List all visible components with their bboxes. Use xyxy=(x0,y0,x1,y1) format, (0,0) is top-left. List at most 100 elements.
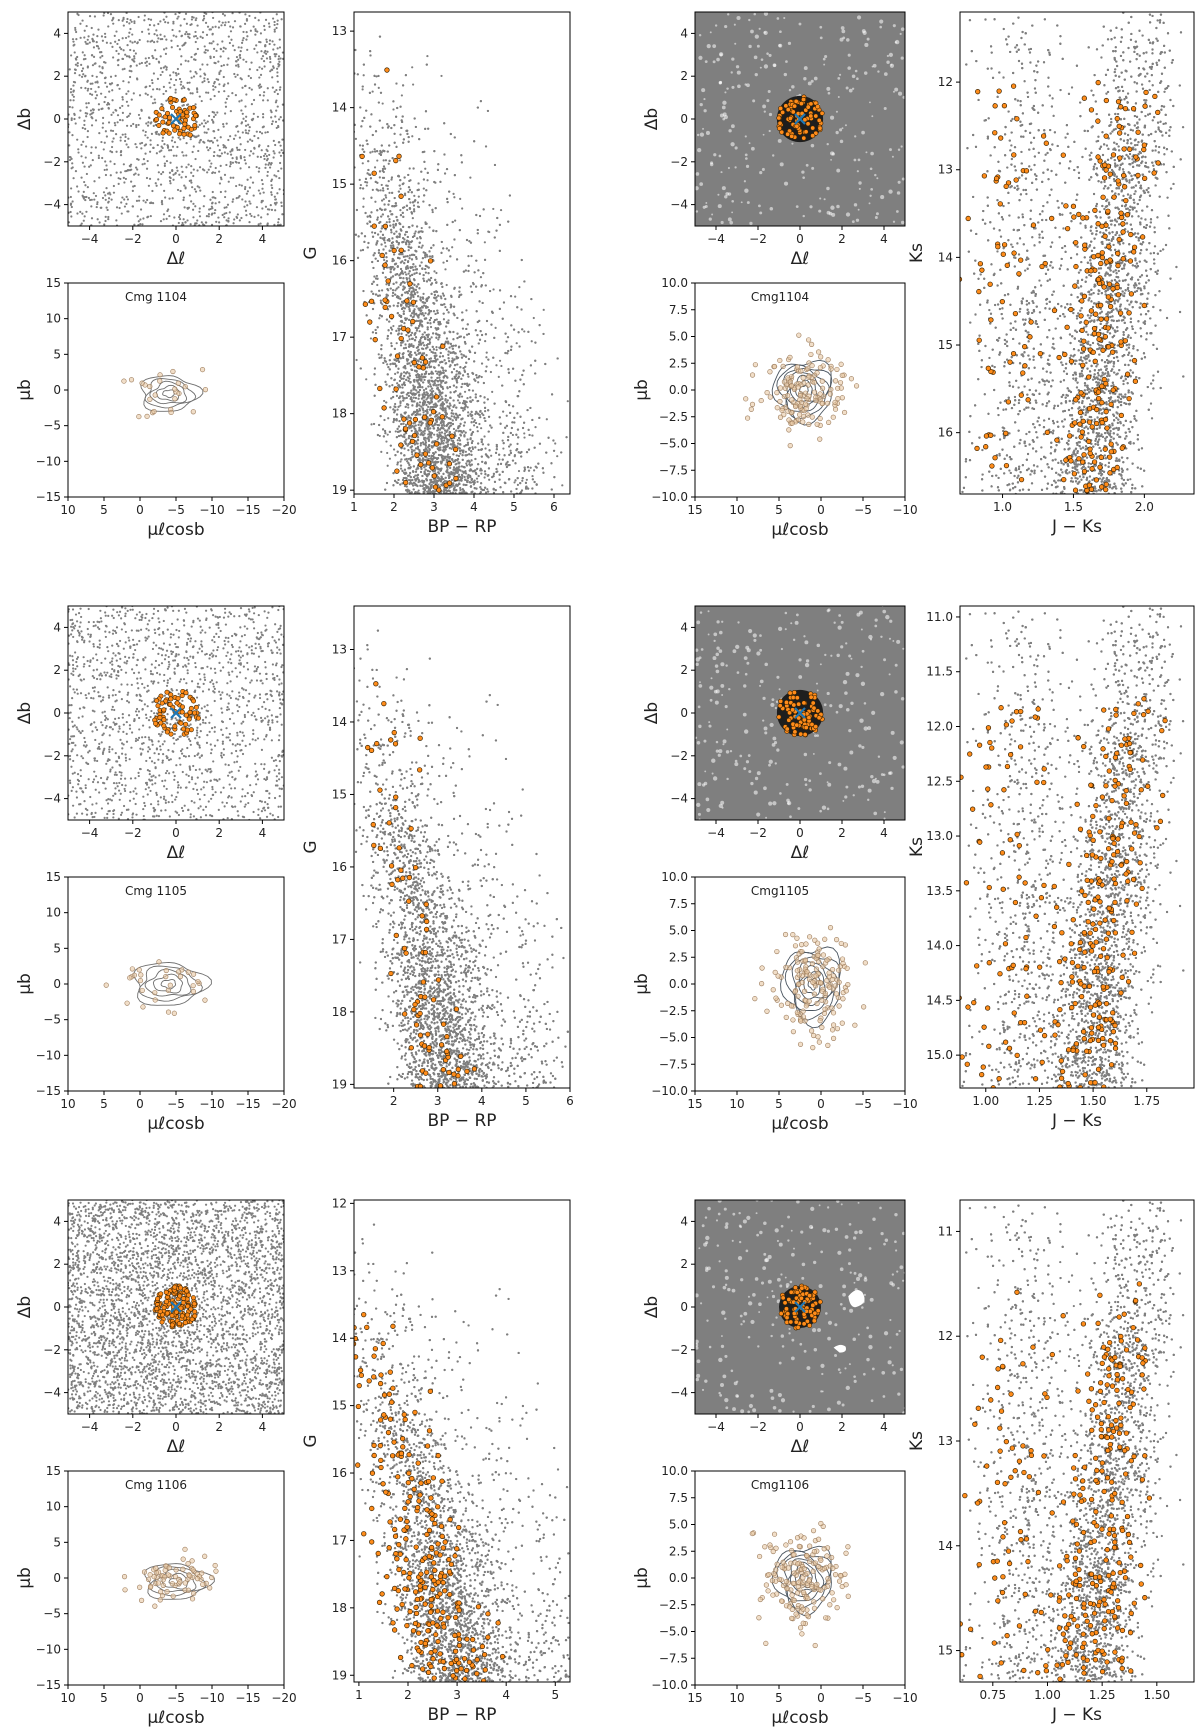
field-star xyxy=(101,122,105,125)
field-star xyxy=(117,58,120,61)
field-star xyxy=(87,35,90,38)
field-star xyxy=(180,176,183,179)
field-star xyxy=(245,214,248,217)
field-star xyxy=(142,217,145,220)
field-star xyxy=(452,192,455,196)
field-star xyxy=(141,30,144,33)
field-star xyxy=(264,152,267,156)
field-star xyxy=(121,196,124,199)
field-star xyxy=(176,145,179,149)
field-star xyxy=(371,188,374,191)
field-star xyxy=(501,439,504,442)
field-star xyxy=(137,123,140,127)
field-star xyxy=(498,458,501,461)
field-star xyxy=(255,44,258,47)
field-star xyxy=(137,223,140,226)
field-star xyxy=(83,215,86,218)
field-star xyxy=(235,157,238,161)
field-star xyxy=(245,192,248,195)
field-star xyxy=(258,130,262,134)
field-star xyxy=(171,169,174,172)
field-star xyxy=(245,19,249,22)
field-star xyxy=(77,13,80,17)
field-star xyxy=(180,223,184,226)
field-star xyxy=(165,217,168,220)
field-star xyxy=(255,206,259,209)
field-star xyxy=(376,283,379,287)
field-star xyxy=(94,119,98,122)
field-star xyxy=(261,55,265,58)
field-star xyxy=(424,256,427,259)
member-star xyxy=(170,104,176,110)
field-star xyxy=(468,383,471,386)
field-star xyxy=(101,196,105,200)
field-star xyxy=(398,184,401,187)
field-star xyxy=(387,179,390,183)
field-star xyxy=(403,371,406,374)
member-star xyxy=(128,377,135,383)
field-star xyxy=(221,21,224,24)
field-star xyxy=(190,18,194,21)
field-star xyxy=(485,365,488,368)
field-star xyxy=(234,94,237,97)
field-star xyxy=(258,86,261,89)
field-star xyxy=(235,64,238,67)
field-star xyxy=(160,172,163,176)
field-star xyxy=(223,14,226,17)
field-star xyxy=(243,156,246,159)
field-star xyxy=(419,433,422,436)
field-star xyxy=(168,81,171,84)
field-star xyxy=(96,45,100,48)
field-star xyxy=(471,399,474,402)
field-star xyxy=(82,219,85,222)
field-star xyxy=(253,134,256,138)
field-star xyxy=(125,202,128,205)
field-star xyxy=(484,339,487,343)
field-star xyxy=(85,210,88,213)
field-star xyxy=(362,197,365,200)
x-axis-label: Δℓ xyxy=(167,249,186,269)
field-star xyxy=(71,106,74,109)
field-star xyxy=(129,124,133,128)
field-star xyxy=(274,198,277,201)
field-star xyxy=(414,479,417,482)
field-star xyxy=(132,122,135,126)
field-star xyxy=(408,308,411,311)
field-star xyxy=(93,198,96,201)
field-star xyxy=(219,69,222,72)
field-star xyxy=(256,155,259,158)
field-star xyxy=(475,477,479,480)
field-star xyxy=(97,86,100,89)
field-star xyxy=(244,84,247,87)
field-star xyxy=(240,109,243,112)
field-star xyxy=(203,141,206,144)
field-star xyxy=(467,264,470,267)
field-star xyxy=(406,260,410,264)
field-star xyxy=(216,144,220,147)
field-star xyxy=(389,224,392,227)
field-star xyxy=(105,41,108,44)
member-star xyxy=(166,119,172,125)
field-star xyxy=(153,24,156,27)
field-star xyxy=(516,442,519,445)
field-star xyxy=(258,66,261,69)
r1-pm-gaia-panel: 10 5 0 −5 −10 −15 −20−15−10−5051015μℓcosbμbCmg… xyxy=(15,276,297,540)
field-star xyxy=(130,180,133,183)
member-star xyxy=(190,409,196,415)
field-star xyxy=(68,131,71,134)
field-star xyxy=(281,213,284,216)
field-star xyxy=(380,354,383,357)
field-star xyxy=(73,43,76,46)
field-star xyxy=(129,65,132,68)
field-star xyxy=(124,53,127,56)
field-star xyxy=(202,17,206,20)
field-star xyxy=(265,57,269,60)
field-star xyxy=(96,35,99,38)
field-star xyxy=(386,464,389,467)
field-star xyxy=(172,154,175,157)
field-star xyxy=(534,426,537,429)
field-star xyxy=(183,18,186,21)
field-star xyxy=(143,19,146,22)
field-star xyxy=(71,166,74,169)
field-star xyxy=(172,71,175,74)
